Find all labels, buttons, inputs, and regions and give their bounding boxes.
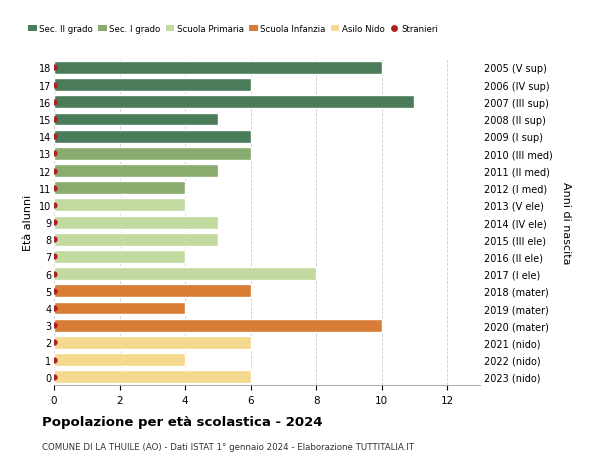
Bar (54, 62, 382, 75)
Bar (54, 319, 382, 332)
Bar (54, 165, 218, 178)
Bar (54, 233, 218, 246)
Bar (54, 285, 251, 297)
Bar (54, 148, 251, 161)
Legend: Sec. II grado, Sec. I grado, Scuola Primaria, Scuola Infanzia, Asilo Nido, Stran: Sec. II grado, Sec. I grado, Scuola Prim… (25, 22, 442, 38)
Bar (54, 79, 251, 92)
Text: Popolazione per età scolastica - 2024: Popolazione per età scolastica - 2024 (42, 415, 323, 428)
Text: COMUNE DI LA THUILE (AO) - Dati ISTAT 1° gennaio 2024 - Elaborazione TUTTITALIA.: COMUNE DI LA THUILE (AO) - Dati ISTAT 1°… (42, 442, 414, 451)
Y-axis label: Anni di nascita: Anni di nascita (561, 181, 571, 264)
Bar (54, 96, 415, 109)
Bar (54, 370, 251, 383)
Bar (54, 302, 185, 315)
Bar (54, 199, 185, 212)
Bar (54, 251, 185, 263)
Bar (54, 130, 251, 143)
Bar (54, 336, 251, 349)
Bar (54, 268, 316, 280)
Bar (54, 353, 185, 366)
Bar (54, 182, 185, 195)
Bar (54, 113, 218, 126)
Bar (54, 216, 218, 229)
Y-axis label: Età alunni: Età alunni (23, 195, 33, 251)
